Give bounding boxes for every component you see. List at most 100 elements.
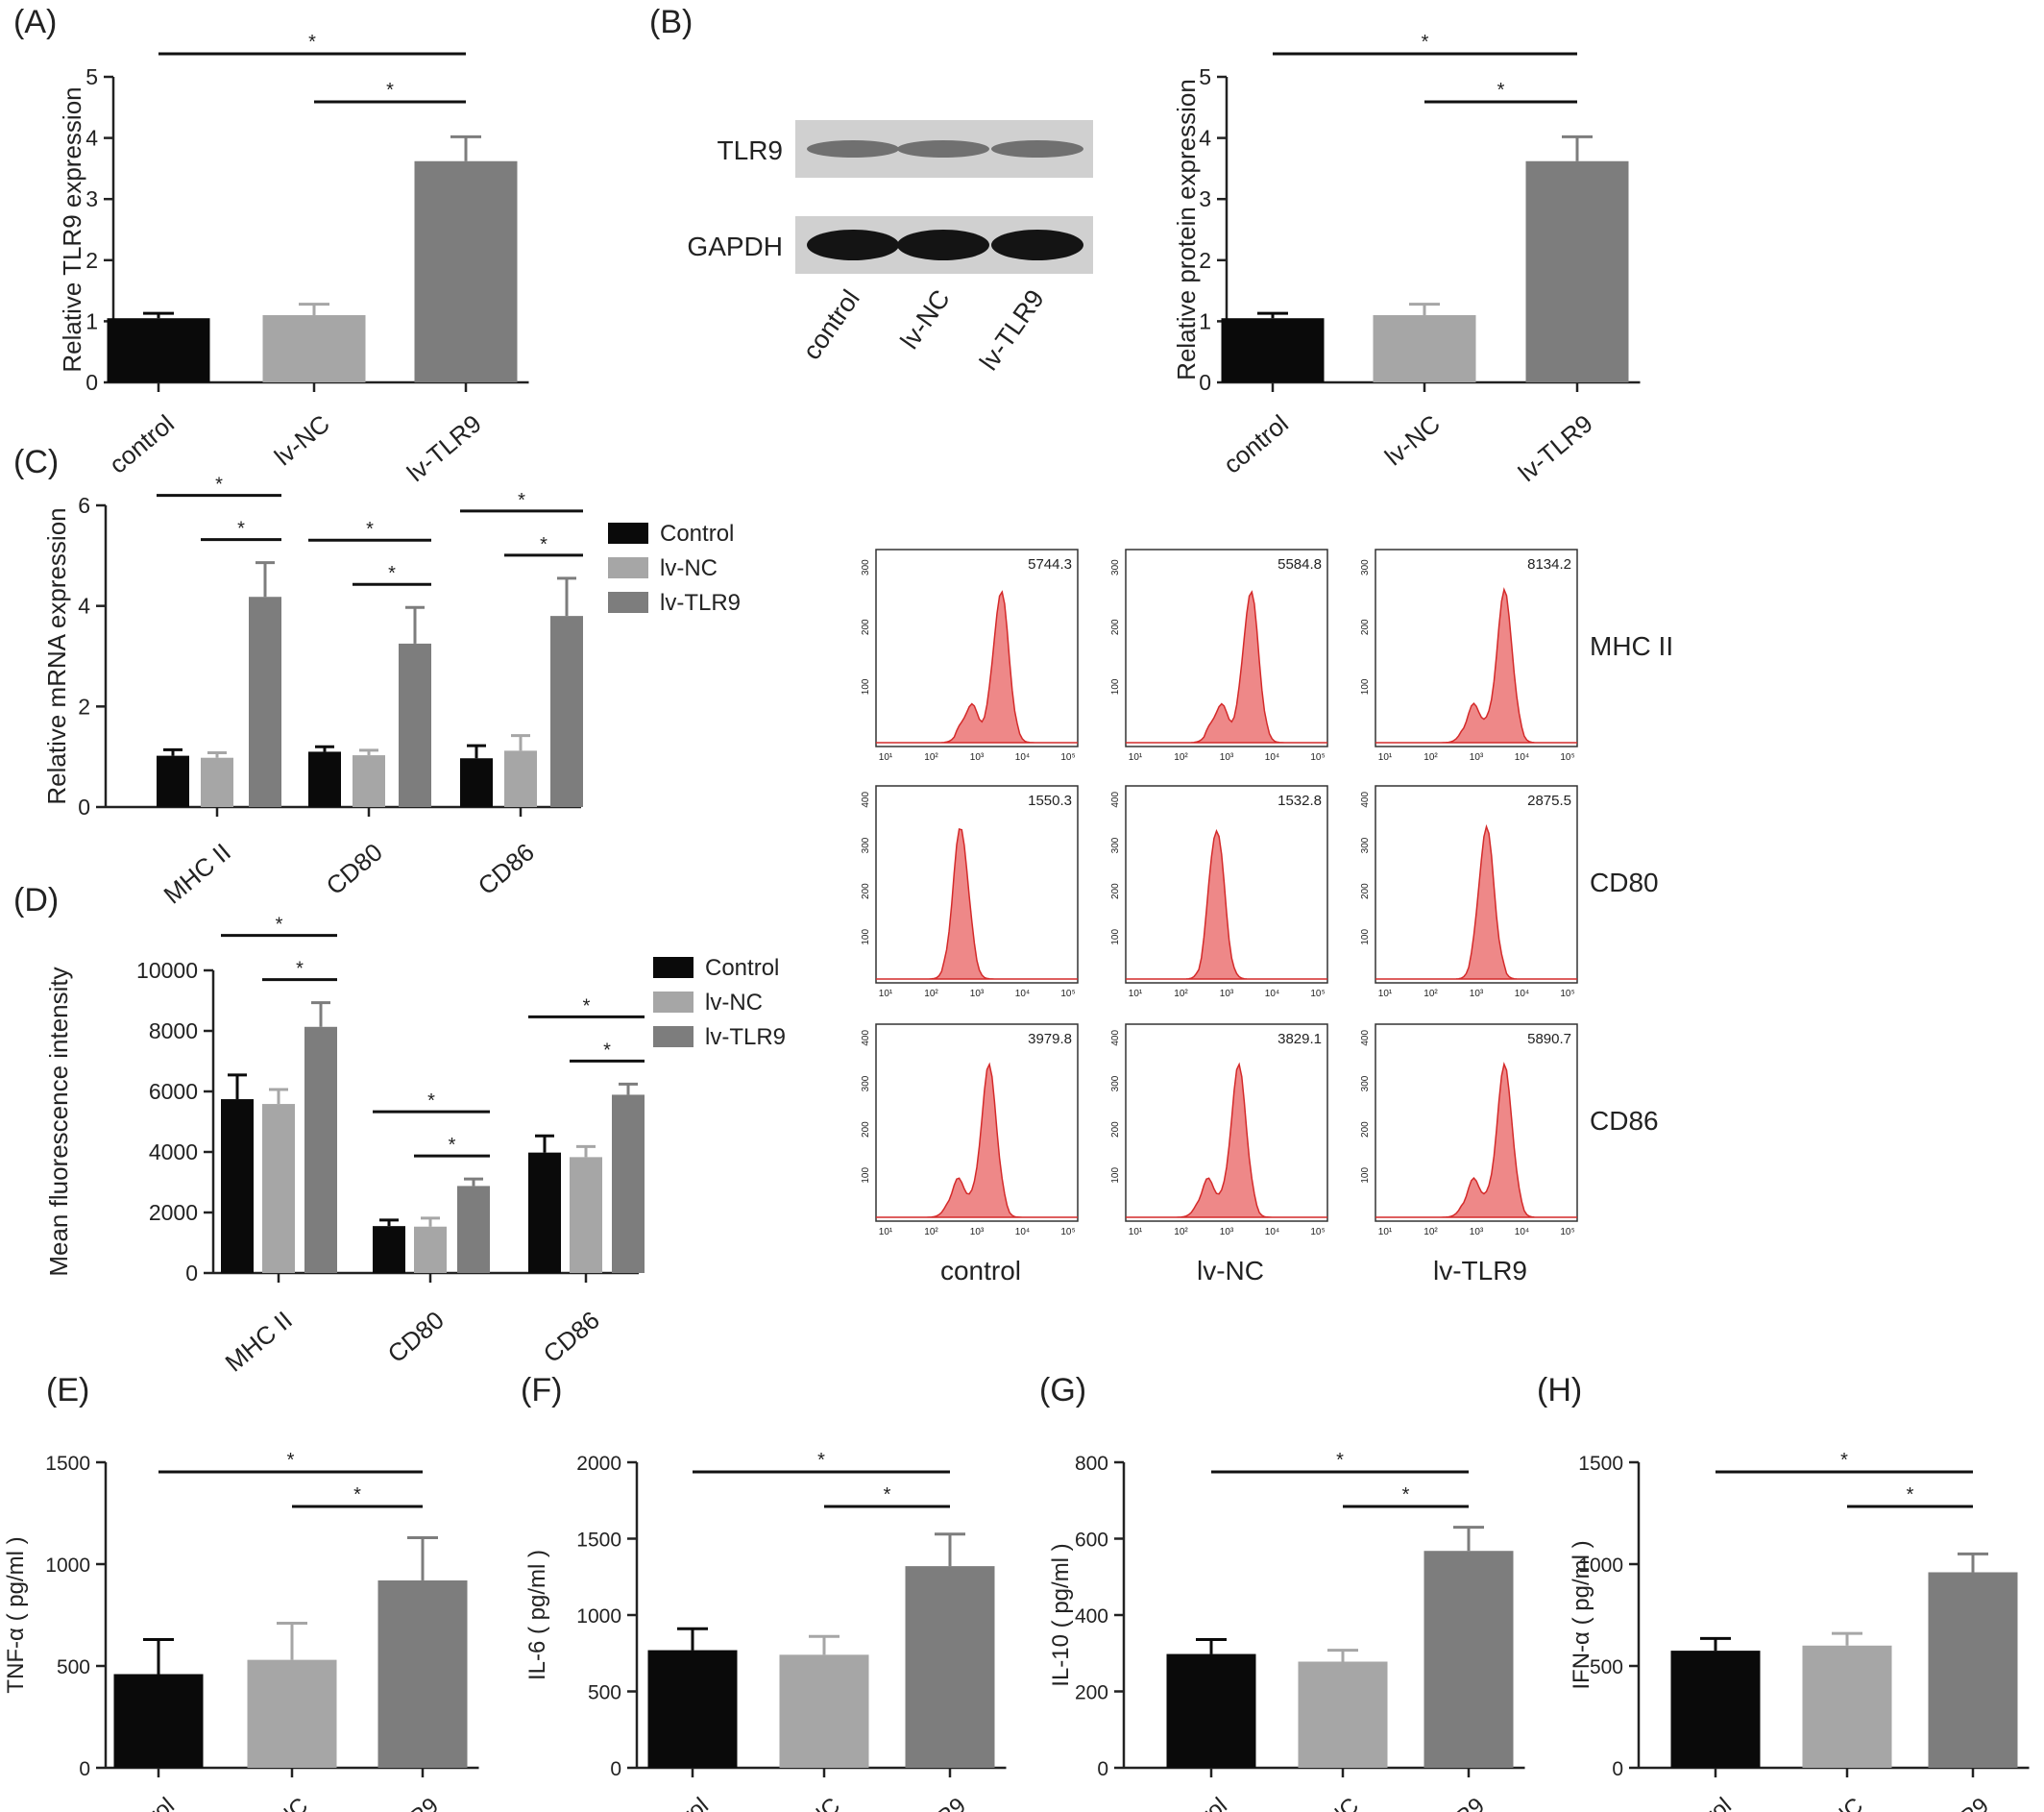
y-tick-label: 200	[1360, 1121, 1371, 1138]
histogram-frame	[875, 1023, 1079, 1222]
x-tick-label: 10¹	[1129, 989, 1143, 999]
legend-swatch	[653, 1026, 694, 1047]
mfi-value: 5584.8	[1278, 556, 1322, 573]
significance-star: *	[1402, 1484, 1410, 1506]
significance-star: *	[583, 995, 591, 1016]
x-tick-label: 10³	[1470, 1227, 1484, 1237]
legend-label: lv-TLR9	[705, 1024, 786, 1050]
bar	[528, 1152, 561, 1273]
x-tick-label: lv-TLR9	[1411, 1793, 1490, 1812]
y-tick-label: 400	[861, 1030, 871, 1046]
histogram-frame	[875, 549, 1079, 747]
y-tick-label: 4	[78, 594, 90, 619]
bar	[304, 1026, 337, 1273]
y-tick-label: 0	[1097, 1758, 1108, 1780]
y-tick-label: 200	[1075, 1682, 1108, 1704]
x-tick-label: 10¹	[1378, 989, 1393, 999]
y-tick-label: 5	[1199, 64, 1211, 89]
histogram-trace	[1126, 590, 1327, 744]
histogram-trace	[1126, 828, 1327, 980]
histogram-panel: 8134.2 100 200 300 10¹ 10² 10³ 10⁴ 10⁵	[1360, 549, 1578, 763]
bar	[1802, 1645, 1892, 1768]
mfi-value: 1532.8	[1278, 793, 1322, 809]
significance-star: *	[308, 32, 316, 53]
x-tick-label: CD86	[473, 838, 540, 901]
x-tick-label: 10⁴	[1515, 752, 1529, 763]
bar	[247, 1659, 337, 1768]
x-tick-label: 10³	[1470, 752, 1484, 763]
y-tick-label: 3	[85, 186, 98, 211]
histogram-panel: 5584.8 100 200 300 10¹ 10² 10³ 10⁴ 10⁵	[1110, 549, 1328, 763]
panel-label-c: (C)	[13, 444, 59, 480]
significance-star: *	[353, 1484, 361, 1506]
x-tick-label: 10²	[1174, 989, 1188, 999]
mfi-value: 2875.5	[1527, 793, 1571, 809]
x-tick-label: 10²	[1424, 1227, 1438, 1237]
y-axis-label: IL-10 ( pg/ml )	[1048, 1543, 1074, 1686]
y-tick-label: 1500	[576, 1530, 621, 1552]
x-tick-label: 10⁴	[1265, 1227, 1279, 1237]
bar	[353, 755, 385, 807]
significance-star: *	[1497, 80, 1505, 101]
x-tick-label: 10⁴	[1015, 1227, 1030, 1237]
histogram-trace	[1375, 823, 1577, 980]
significance-star: *	[518, 490, 525, 511]
y-tick-label: 200	[1110, 883, 1121, 899]
bar	[550, 616, 583, 807]
bar	[647, 1650, 738, 1768]
significance-star: *	[1422, 32, 1429, 53]
bar	[1928, 1572, 2018, 1768]
y-tick-label: 100	[861, 929, 871, 945]
y-tick-label: 2000	[149, 1200, 198, 1225]
x-tick-label: lv-NC	[253, 1793, 313, 1812]
x-tick-label: lv-TLR9	[1915, 1793, 1994, 1812]
significance-star: *	[366, 519, 374, 540]
bar	[157, 755, 189, 807]
y-tick-label: 300	[1360, 1075, 1371, 1091]
x-tick-label: 10⁵	[1310, 989, 1325, 999]
x-tick-label: MHC II	[158, 838, 236, 910]
bar	[107, 318, 210, 382]
x-tick-label: control	[1162, 1793, 1232, 1812]
panel-label-a: (A)	[13, 4, 57, 40]
x-tick-label: 10¹	[879, 752, 893, 763]
mfi-value: 8134.2	[1527, 556, 1571, 573]
flow-row-label: MHC II	[1590, 631, 1673, 661]
mfi-value: 5744.3	[1028, 556, 1072, 573]
legend-label: lv-NC	[705, 990, 763, 1016]
y-tick-label: 200	[1110, 619, 1121, 635]
y-tick-label: 1500	[1578, 1453, 1623, 1475]
significance-star: *	[215, 475, 223, 496]
x-tick-label: 10¹	[879, 989, 893, 999]
x-tick-label: 10⁵	[1060, 1227, 1075, 1237]
chart-f: 0 500 1000 1500 2000 IL-6 ( pg/ml ) control lv-…	[524, 1450, 1007, 1812]
y-tick-label: 0	[1199, 370, 1211, 395]
histogram-panel: 2875.5 100 200 300 400 10¹ 10² 10³ 10⁴ 10⁵	[1360, 785, 1578, 999]
histogram-trace	[876, 590, 1078, 744]
y-tick-label: 300	[1110, 1075, 1121, 1091]
x-tick-label: 10⁵	[1060, 989, 1075, 999]
x-tick-label: 10⁵	[1560, 1227, 1574, 1237]
bar	[1221, 318, 1325, 382]
bar	[457, 1186, 490, 1273]
panel-label-h: (H)	[1537, 1372, 1582, 1408]
y-tick-label: 300	[861, 1075, 871, 1091]
y-tick-label: 200	[861, 619, 871, 635]
y-tick-label: 100	[1360, 1167, 1371, 1184]
x-tick-label: 10³	[1470, 989, 1484, 999]
mfi-value: 3979.8	[1028, 1031, 1072, 1047]
bar	[779, 1654, 869, 1768]
legend-label: Control	[660, 521, 734, 547]
mfi-value: 3829.1	[1278, 1031, 1322, 1047]
bar	[612, 1094, 645, 1273]
x-tick-label: 10⁴	[1515, 989, 1529, 999]
y-tick-label: 300	[1360, 837, 1371, 853]
y-tick-label: 200	[1360, 619, 1371, 635]
y-tick-label: 300	[1360, 559, 1371, 575]
significance-star: *	[237, 519, 245, 540]
bar	[504, 750, 537, 807]
x-tick-label: 10¹	[1129, 752, 1143, 763]
flow-column-label: control	[940, 1256, 1021, 1286]
bar	[1166, 1653, 1256, 1768]
